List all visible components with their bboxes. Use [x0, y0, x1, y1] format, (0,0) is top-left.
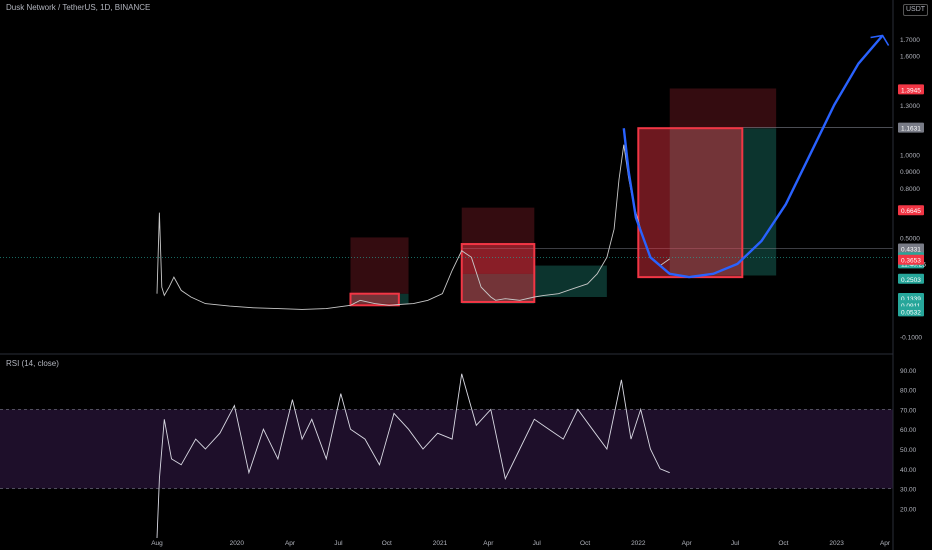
- red-box-3: [637, 127, 744, 279]
- price-tag-label: 1.3945: [901, 87, 921, 94]
- time-tick-label: Apr: [285, 540, 296, 547]
- price-tick-label: 1.6000: [900, 53, 920, 60]
- price-tag-label: 1.1631: [901, 126, 921, 133]
- price-tick-label: 1.0000: [900, 153, 920, 160]
- time-tick-label: 2022: [631, 540, 646, 547]
- rsi-tick-label: 50.00: [900, 447, 917, 454]
- time-tick-label: Aug: [151, 540, 163, 547]
- chart-title: Dusk Network / TetherUS, 1D, BINANCE: [6, 3, 151, 12]
- price-tag-label: 0.1339: [901, 296, 921, 303]
- price-tick-label: 0.8000: [900, 186, 920, 193]
- rsi-tick-label: 30.00: [900, 487, 917, 494]
- price-line: [156, 144, 670, 310]
- zone-4-green: [669, 128, 777, 276]
- price-tag-bg: [898, 122, 924, 133]
- rsi-line: [156, 373, 670, 539]
- price-tag-1.3945: 1.3945: [898, 84, 924, 95]
- rsi-tick-label: 90.00: [900, 368, 917, 375]
- rsi-tick-label: 40.00: [900, 467, 917, 474]
- price-tag-0.3653: 0.3653: [898, 254, 924, 265]
- price-tick-label: 1.7000: [900, 37, 920, 44]
- price-tag-label: 0.3653: [901, 258, 921, 265]
- price-tick-label: 0.5000: [900, 235, 920, 242]
- time-tick-label: 2023: [829, 540, 844, 547]
- price-tag-0.2503: 0.2503: [898, 273, 924, 284]
- price-tick-label: 1.3000: [900, 103, 920, 110]
- price-tag-0.6645: 0.6645: [898, 205, 924, 216]
- price-tag-0.0532: 0.0532: [898, 306, 924, 317]
- time-tick-label: Apr: [483, 540, 494, 547]
- zone-3-green: [534, 265, 607, 298]
- price-tag-bg: [898, 205, 924, 216]
- price-tag-0.4331: 0.4331: [898, 243, 924, 254]
- price-series: [156, 144, 670, 310]
- projection-curve: [622, 34, 890, 279]
- price-tag-bg: [898, 306, 924, 317]
- time-tick-label: Oct: [382, 540, 392, 547]
- position-zones: [349, 88, 893, 307]
- time-tick-label: Jul: [334, 540, 343, 547]
- rsi-title: RSI (14, close): [6, 359, 59, 368]
- time-tick-label: 2020: [230, 540, 245, 547]
- time-tick-label: Apr: [682, 540, 693, 547]
- zone-4-red: [669, 88, 777, 129]
- price-tag-bg: [898, 273, 924, 284]
- price-tag-label: 11:40:25: [901, 261, 926, 268]
- price-tag-bg: [898, 254, 924, 265]
- price-tag-1.1631: 1.1631: [898, 122, 924, 133]
- zone-1-red: [350, 237, 409, 294]
- price-tick-label: -0.1000: [900, 335, 922, 342]
- time-tick-label: Oct: [580, 540, 590, 547]
- price-tag-label: 0.4331: [901, 246, 921, 253]
- price-tags: 1.39451.16310.66450.43310.379111:40:250.…: [898, 84, 926, 317]
- price-tag-label: 0.6645: [901, 208, 921, 215]
- price-tag-label: 0.0532: [901, 309, 921, 316]
- price-tag-label: 0.2503: [901, 277, 921, 284]
- time-tick-label: Jul: [731, 540, 740, 547]
- time-tick-label: Apr: [880, 540, 891, 547]
- zone-2-red: [461, 207, 535, 274]
- time-tick-label: 2021: [433, 540, 448, 547]
- currency-badge[interactable]: USDT: [903, 4, 929, 16]
- time-tick-label: Jul: [533, 540, 542, 547]
- rsi-band: [0, 409, 893, 489]
- rsi-tick-label: 60.00: [900, 427, 917, 434]
- arrowhead-icon: [870, 34, 890, 46]
- red-box-2: [460, 243, 536, 303]
- projection-curve-line: [622, 34, 884, 279]
- time-tick-label: Oct: [778, 540, 788, 547]
- price-tick-label: 0.9000: [900, 169, 920, 176]
- red-box-1: [349, 292, 400, 307]
- zone-1-green: [350, 293, 409, 304]
- price-tag-bg: [898, 243, 924, 254]
- rsi-panel: [0, 373, 893, 539]
- rsi-tick-label: 20.00: [900, 506, 917, 513]
- zone-2-green: [461, 273, 535, 304]
- rsi-tick-label: 70.00: [900, 407, 917, 414]
- rsi-tick-label: 80.00: [900, 388, 917, 395]
- price-tag-bg: [898, 84, 924, 95]
